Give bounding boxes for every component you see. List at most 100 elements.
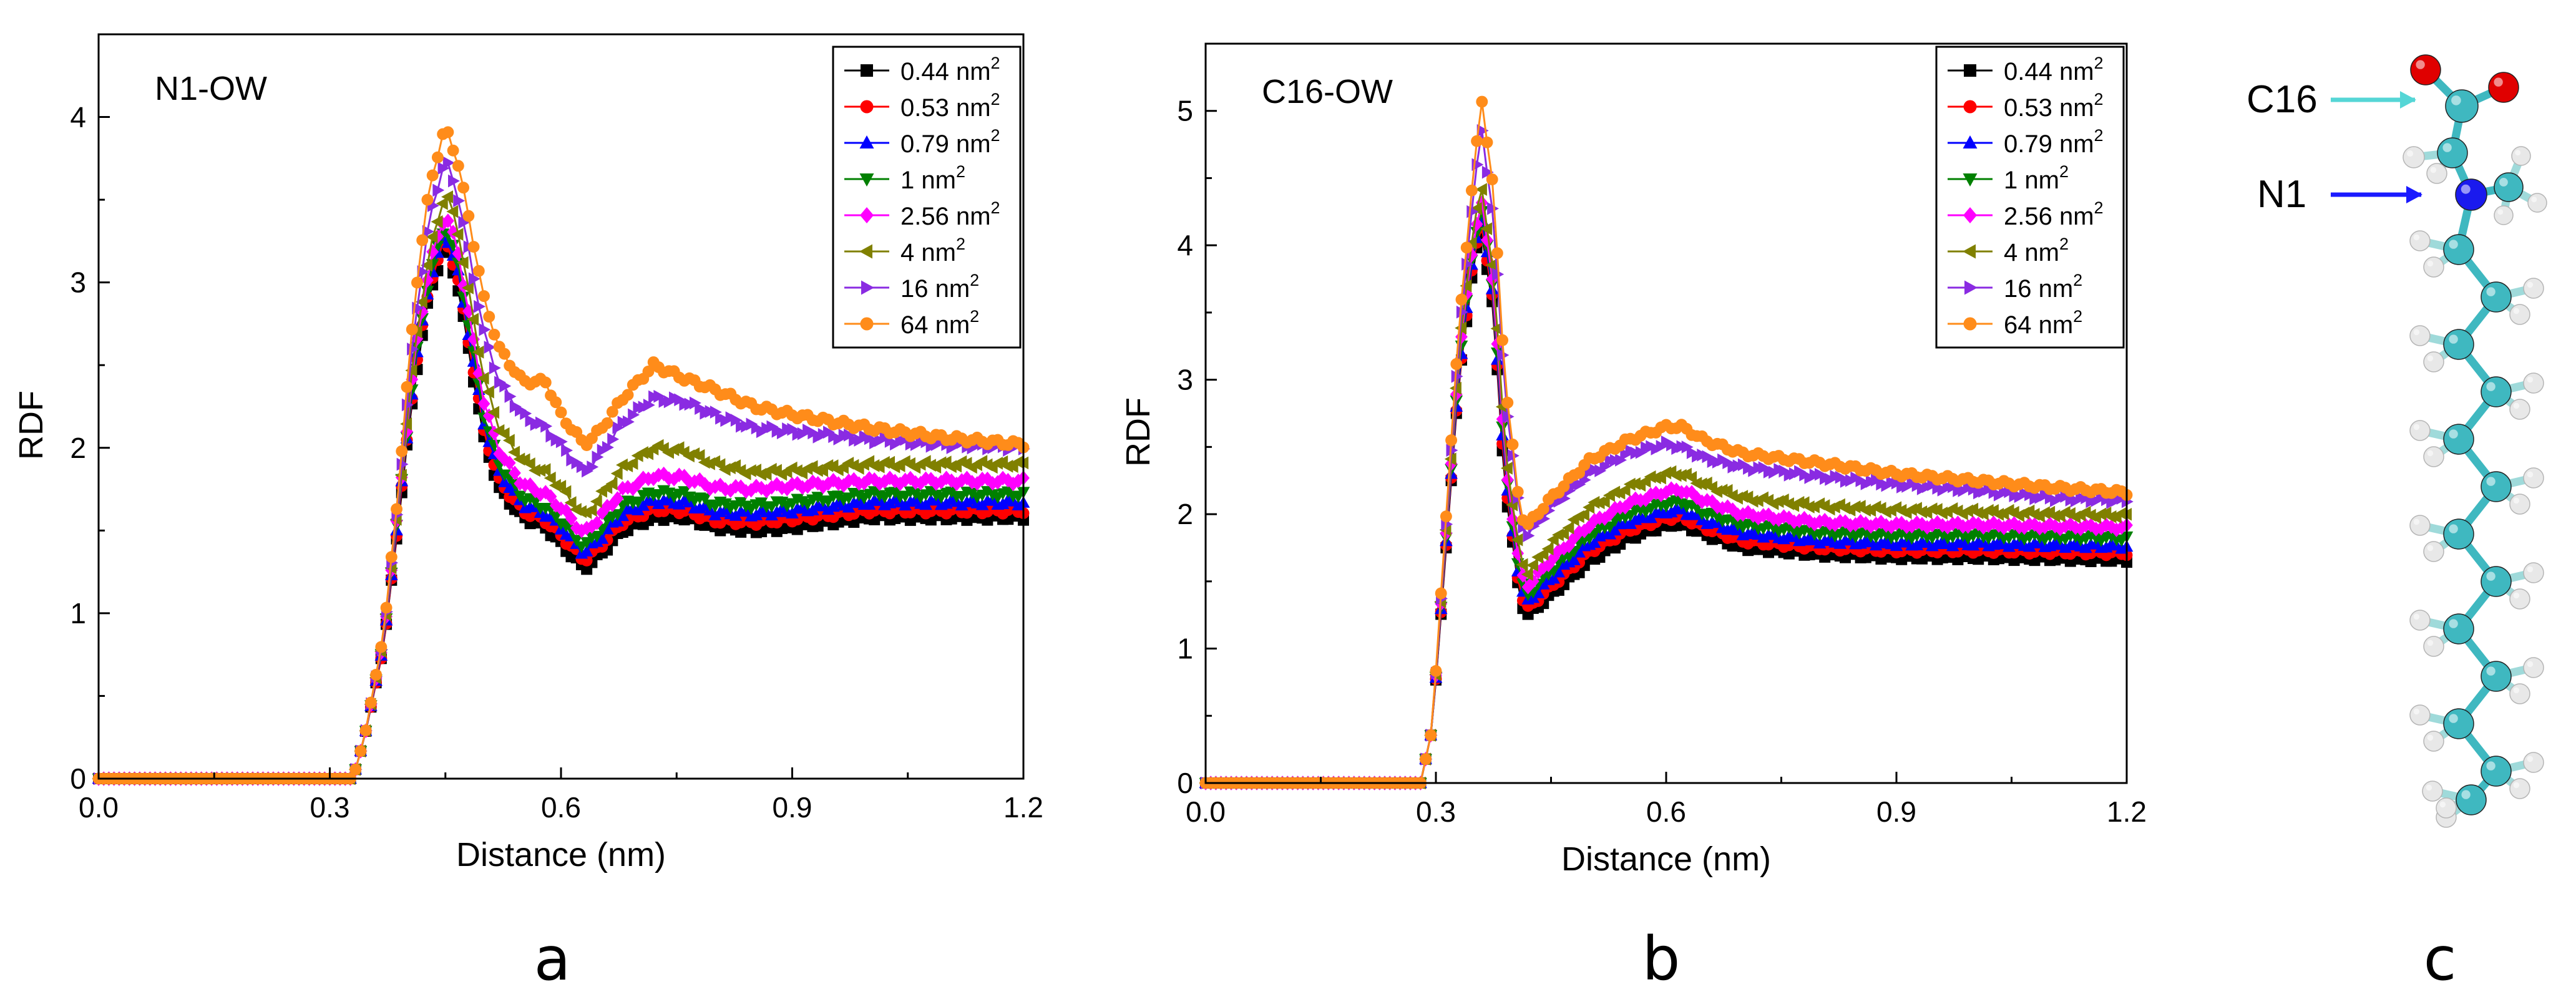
data-point xyxy=(657,466,670,482)
data-point xyxy=(462,281,474,294)
hydrogen-atom xyxy=(2523,752,2544,773)
atom-highlight xyxy=(2449,334,2458,344)
carbon-atom xyxy=(2481,471,2512,502)
data-point xyxy=(1450,358,1463,370)
data-point xyxy=(1987,538,2001,550)
atom-highlight xyxy=(2497,209,2504,215)
data-point xyxy=(472,265,485,277)
data-point xyxy=(1926,517,1939,533)
data-point xyxy=(965,475,978,490)
legend-marker xyxy=(1963,207,1977,223)
data-point xyxy=(1485,258,1498,272)
data-point xyxy=(2095,521,2107,536)
hydrogen-atom xyxy=(2509,683,2530,704)
legend-label-sup: 2 xyxy=(2094,126,2104,145)
data-point xyxy=(1465,184,1478,197)
n1-label: N1 xyxy=(2257,173,2306,216)
atom-highlight xyxy=(2513,497,2520,504)
data-point xyxy=(520,407,532,421)
data-point xyxy=(1476,95,1488,108)
data-point xyxy=(1552,543,1565,558)
data-point xyxy=(595,532,609,544)
atom-highlight xyxy=(2513,308,2520,314)
data-point xyxy=(416,234,429,246)
x-tick-label: 0.6 xyxy=(1646,795,1686,828)
carbon-atom xyxy=(2456,784,2487,815)
atom-highlight xyxy=(2427,260,2434,267)
data-point xyxy=(755,480,768,495)
data-point xyxy=(616,509,630,522)
data-point xyxy=(554,480,567,493)
atom-highlight xyxy=(2413,424,2420,430)
atom-highlight xyxy=(2499,178,2508,187)
legend-marker xyxy=(1964,280,1978,295)
data-point xyxy=(1506,512,1519,527)
data-point xyxy=(1848,500,1861,513)
carbon-atom xyxy=(2443,329,2474,360)
data-point xyxy=(1875,514,1888,530)
data-point xyxy=(1639,492,1652,507)
data-point xyxy=(1936,518,1949,533)
legend-label: 0.44 nm2 xyxy=(900,54,1000,85)
data-point xyxy=(354,745,367,757)
carbon-atom xyxy=(2437,137,2468,168)
atom-highlight xyxy=(2449,619,2458,628)
legend-label-sup: 2 xyxy=(991,90,1000,109)
x-tick-label: 0.0 xyxy=(1186,795,1226,828)
hydrogen-atom xyxy=(2423,446,2444,467)
data-point xyxy=(945,473,958,489)
data-point xyxy=(1501,472,1514,487)
atom-highlight xyxy=(2527,376,2534,383)
atom-highlight xyxy=(2461,790,2471,799)
data-point xyxy=(1721,499,1734,514)
data-point xyxy=(590,515,603,530)
data-point xyxy=(484,341,496,354)
data-point xyxy=(714,477,727,493)
data-point xyxy=(1557,527,1569,540)
data-point xyxy=(431,151,444,163)
atom-highlight xyxy=(2427,640,2434,646)
legend-entry: 0.79 nm2 xyxy=(844,126,1000,158)
data-point xyxy=(1859,516,1872,531)
data-point xyxy=(1536,547,1549,561)
legend-label: 4 nm2 xyxy=(900,235,965,266)
legend-entry: 64 nm2 xyxy=(844,307,979,339)
data-point xyxy=(529,496,542,508)
data-point xyxy=(801,479,814,494)
legend-marker xyxy=(860,207,874,223)
legend-marker xyxy=(859,244,872,259)
data-point xyxy=(817,479,829,494)
data-point xyxy=(764,462,777,476)
data-point xyxy=(1568,530,1581,546)
data-point xyxy=(523,457,535,470)
data-point xyxy=(1654,487,1667,502)
data-point xyxy=(622,415,635,429)
data-point xyxy=(1516,558,1528,572)
hydrogen-atom xyxy=(2409,610,2431,631)
data-point xyxy=(607,432,620,446)
data-point xyxy=(550,396,562,409)
data-point xyxy=(1870,517,1883,532)
data-point xyxy=(1578,508,1589,522)
data-point xyxy=(370,669,383,681)
y-tick-label: 2 xyxy=(1177,498,1193,530)
data-point xyxy=(1865,519,1877,534)
data-point xyxy=(1588,513,1601,528)
legend-entry: 16 nm2 xyxy=(1948,271,2082,303)
data-point xyxy=(1568,553,1581,565)
atom-highlight xyxy=(2430,167,2437,173)
carbon-atom xyxy=(2481,756,2512,787)
data-point xyxy=(1890,539,1903,552)
data-point xyxy=(2028,517,2041,532)
data-point xyxy=(489,361,501,375)
data-point xyxy=(1971,506,1984,520)
legend-entry: 0.79 nm2 xyxy=(1948,126,2104,158)
hydrogen-atom xyxy=(2426,163,2447,184)
y-tick-label: 4 xyxy=(1177,229,1193,261)
data-point xyxy=(1782,510,1795,525)
y-tick-label: 5 xyxy=(1177,95,1193,127)
data-point xyxy=(2105,519,2118,535)
x-tick-label: 0.3 xyxy=(1416,795,1456,828)
data-point xyxy=(1772,512,1785,527)
atom-highlight xyxy=(2486,666,2496,676)
